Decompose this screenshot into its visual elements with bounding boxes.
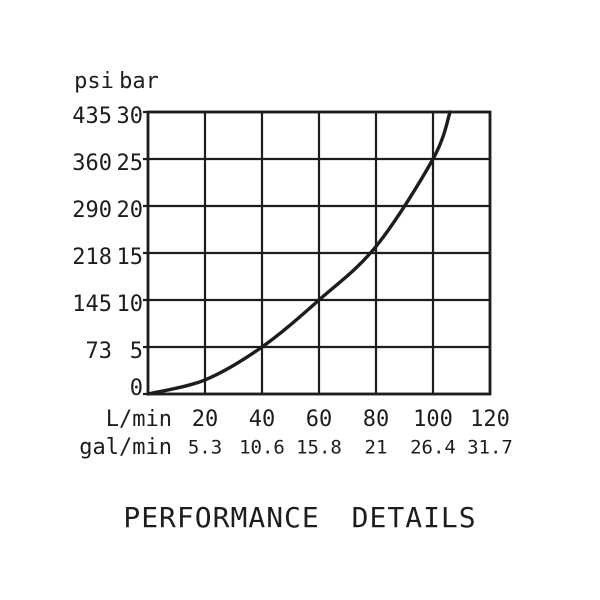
x-tick-label: 80 bbox=[363, 407, 390, 432]
y-axis-unit-bar: bar bbox=[119, 69, 159, 94]
x-tick-label: 20 bbox=[192, 407, 219, 432]
y-tick-label-bar: 30 bbox=[117, 104, 144, 129]
y-tick-label-bar: 20 bbox=[117, 198, 144, 223]
y-tick-label-psi: 73 bbox=[86, 339, 113, 364]
plot-border bbox=[146, 110, 492, 396]
x-tick-label: 26.4 bbox=[410, 437, 456, 459]
x-tick-label: 31.7 bbox=[467, 437, 513, 459]
y-tick-label-psi: 218 bbox=[72, 245, 112, 270]
chart-title: PERFORMANCE DETAILS bbox=[123, 501, 477, 534]
x-tick-label: 21 bbox=[365, 437, 388, 459]
y-axis-unit-psi: psi bbox=[74, 69, 114, 94]
y-tick-label-bar: 5 bbox=[130, 339, 143, 364]
x-axis-row-label: gal/min bbox=[79, 435, 172, 460]
y-tick-label-psi: 290 bbox=[72, 198, 112, 223]
x-tick-label: 100 bbox=[413, 407, 453, 432]
x-tick-label: 60 bbox=[306, 407, 333, 432]
y-tick-label-bar: 10 bbox=[117, 292, 144, 317]
x-tick-label: 15.8 bbox=[296, 437, 342, 459]
y-tick-label-bar: 25 bbox=[117, 151, 144, 176]
performance-curve bbox=[146, 110, 452, 396]
y-tick-label-psi: 145 bbox=[72, 292, 112, 317]
x-tick-label: 10.6 bbox=[239, 437, 285, 459]
y-tick-label-bar: 0 bbox=[130, 376, 143, 401]
y-tick-label-psi: 360 bbox=[72, 151, 112, 176]
x-tick-label: 5.3 bbox=[188, 437, 222, 459]
y-tick-label-psi: 435 bbox=[72, 104, 112, 129]
y-tick-label-bar: 15 bbox=[117, 245, 144, 270]
x-tick-label: 40 bbox=[249, 407, 276, 432]
x-tick-label: 120 bbox=[470, 407, 510, 432]
x-axis-row-label: L/min bbox=[106, 407, 172, 432]
